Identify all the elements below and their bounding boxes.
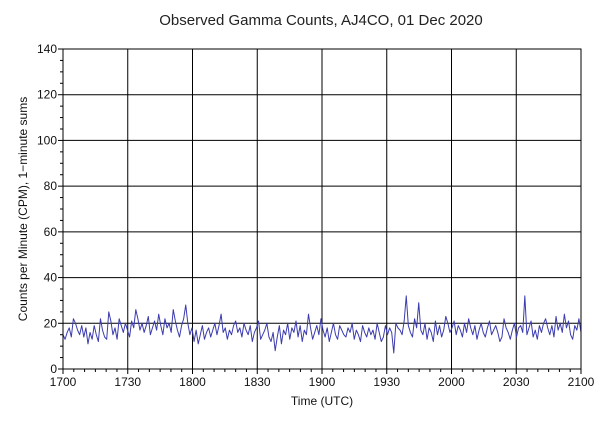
x-axis-label: Time (UTC) (291, 394, 353, 408)
axes: 0 20 40 60 80 100 120 140 1700 1730 1800 1830 1900 19… (37, 42, 595, 389)
x-tick-label: 1800 (179, 375, 206, 389)
x-tick-label: 1830 (244, 375, 271, 389)
y-tick-label: 0 (50, 362, 57, 376)
y-tick-label: 40 (44, 271, 58, 285)
x-tick-label: 1730 (114, 375, 141, 389)
y-tick-label: 120 (37, 88, 57, 102)
plot-frame (62, 48, 582, 370)
x-tick-label: 1700 (50, 375, 77, 389)
grid (63, 49, 581, 369)
series-layer (62, 295, 582, 354)
y-tick-label: 20 (44, 316, 58, 330)
x-tick-label: 1930 (373, 375, 400, 389)
x-tick-label: 2030 (503, 375, 530, 389)
x-tick-label: 2100 (568, 375, 595, 389)
x-tick-label: 2000 (438, 375, 465, 389)
x-tick-label: 1900 (309, 375, 336, 389)
y-axis-label: Counts per Minute (CPM), 1−minute sums (16, 97, 30, 321)
y-tick-label: 140 (37, 42, 57, 56)
y-tick-label: 100 (37, 133, 57, 147)
series-line (62, 295, 582, 354)
chart-title: Observed Gamma Counts, AJ4CO, 01 Dec 202… (159, 12, 483, 29)
y-tick-label: 80 (44, 179, 58, 193)
y-tick-label: 60 (44, 225, 58, 239)
